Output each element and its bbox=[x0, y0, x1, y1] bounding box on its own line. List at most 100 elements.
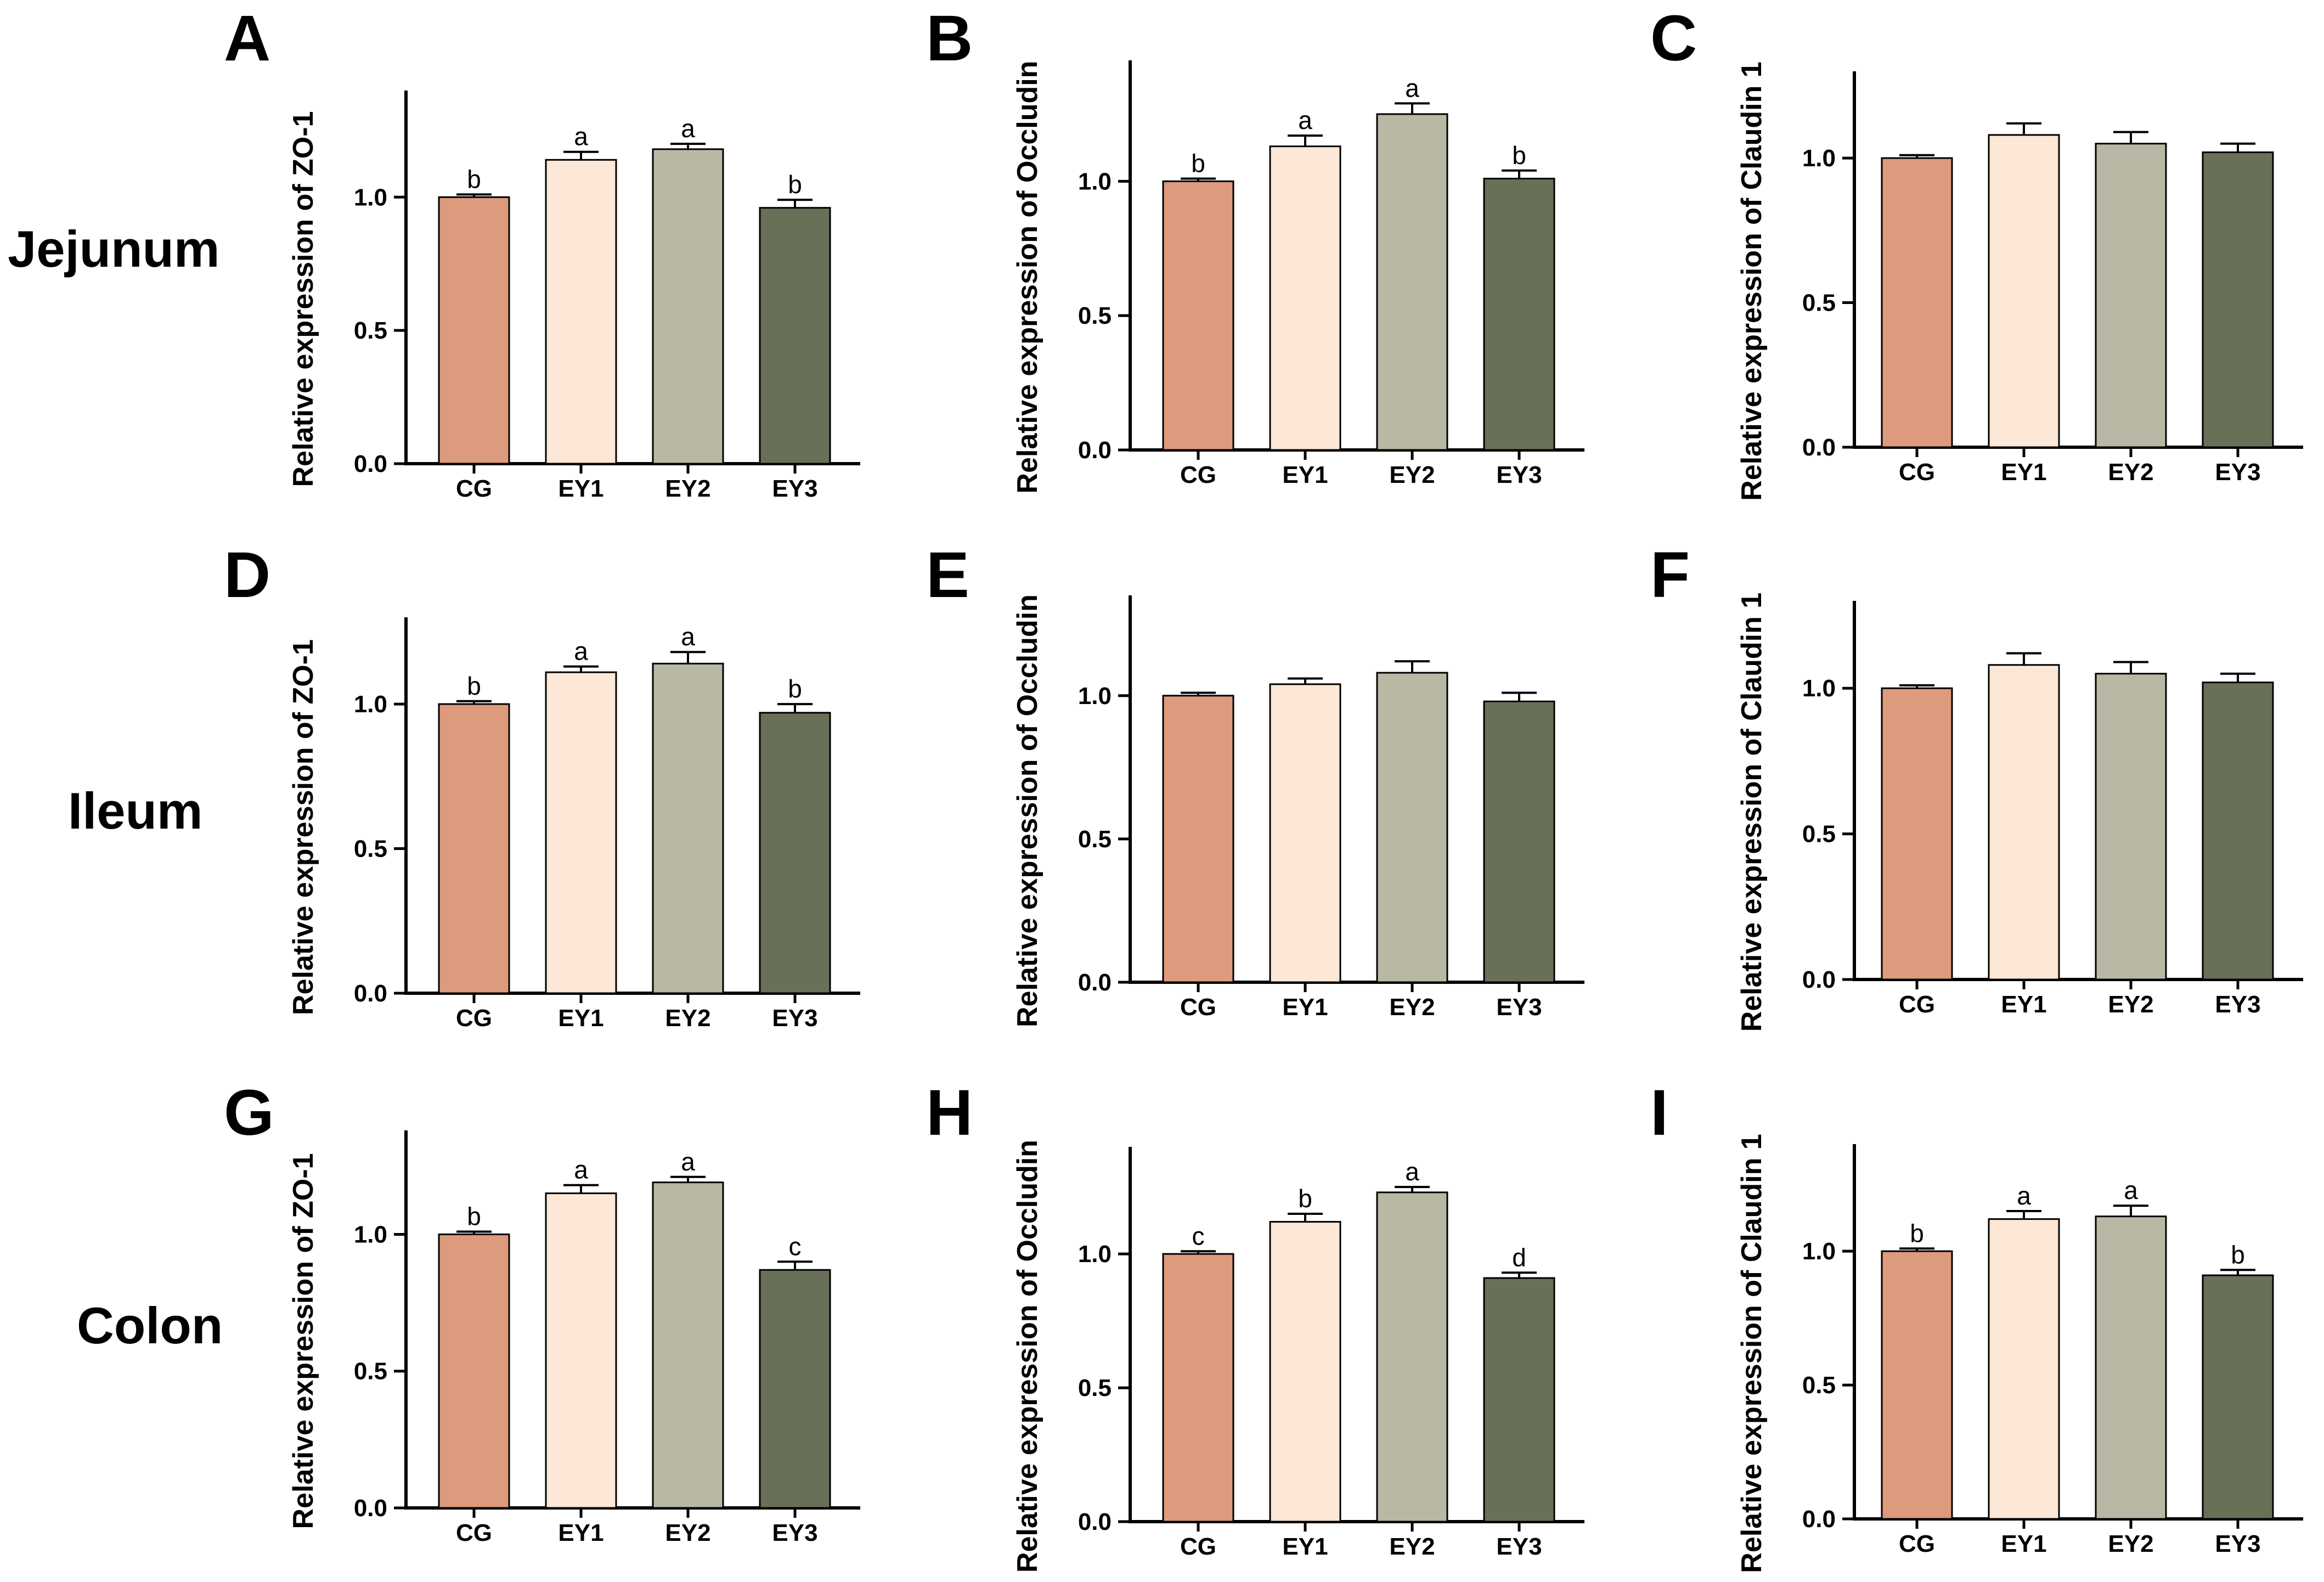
panel-letter-f: F bbox=[1650, 539, 1690, 611]
x-tick-label-f-ey2: EY2 bbox=[2108, 991, 2153, 1018]
y-tick-label-h: 1.0 bbox=[1078, 1241, 1112, 1268]
y-tick-label-c: 0.0 bbox=[1802, 434, 1836, 461]
bar-h-ey2 bbox=[1376, 1191, 1448, 1523]
x-tick-label-c-ey3: EY3 bbox=[2215, 459, 2260, 486]
x-tick-label-i-ey3: EY3 bbox=[2215, 1530, 2260, 1557]
y-tick-label-a: 1.0 bbox=[354, 184, 387, 211]
sig-letter-d-ey1: a bbox=[574, 637, 588, 666]
y-tick-label-c: 0.5 bbox=[1802, 290, 1836, 317]
x-tick-label-e-ey2: EY2 bbox=[1389, 994, 1435, 1021]
y-tick-label-b: 1.0 bbox=[1078, 168, 1112, 195]
sig-letter-a-cg: b bbox=[467, 165, 481, 193]
x-tick-label-e-ey1: EY1 bbox=[1282, 994, 1328, 1021]
x-tick-label-e-cg: CG bbox=[1180, 994, 1216, 1021]
bar-b-ey2 bbox=[1376, 113, 1448, 451]
x-tick-label-g-ey2: EY2 bbox=[665, 1519, 710, 1546]
y-tick-label-e: 0.0 bbox=[1078, 969, 1112, 996]
panel-letter-c: C bbox=[1650, 2, 1697, 75]
y-axis-label-i: Relative expression of Claudin 1 bbox=[1736, 1134, 1768, 1573]
sig-letter-d-cg: b bbox=[467, 672, 481, 700]
y-axis-label-b: Relative expression of Occludin bbox=[1012, 61, 1043, 494]
y-tick-label-e: 0.5 bbox=[1078, 826, 1112, 853]
x-tick-label-a-cg: CG bbox=[456, 475, 492, 502]
bar-h-ey1 bbox=[1269, 1221, 1341, 1523]
bar-d-ey2 bbox=[652, 662, 724, 994]
sig-letter-d-ey3: b bbox=[788, 674, 802, 703]
sig-letter-b-ey3: b bbox=[1512, 141, 1526, 170]
sig-letter-g-ey1: a bbox=[574, 1156, 588, 1184]
x-tick-label-b-ey2: EY2 bbox=[1389, 461, 1435, 488]
bar-d-ey3 bbox=[759, 712, 831, 994]
y-tick-label-a: 0.5 bbox=[354, 317, 387, 344]
x-tick-label-b-ey1: EY1 bbox=[1282, 461, 1328, 488]
y-tick-label-a: 0.0 bbox=[354, 451, 387, 477]
sig-letter-b-cg: b bbox=[1191, 149, 1205, 177]
y-tick-label-f: 0.0 bbox=[1802, 966, 1836, 993]
bar-d-cg bbox=[438, 703, 510, 994]
bar-c-ey1 bbox=[1988, 134, 2060, 448]
y-axis-label-d: Relative expression of ZO-1 bbox=[287, 639, 319, 1015]
x-tick-label-c-cg: CG bbox=[1899, 459, 1935, 486]
y-tick-label-d: 1.0 bbox=[354, 691, 387, 718]
sig-letter-i-cg: b bbox=[1910, 1219, 1924, 1247]
x-tick-label-h-ey3: EY3 bbox=[1496, 1533, 1542, 1560]
x-tick-label-a-ey2: EY2 bbox=[665, 475, 710, 502]
sig-letter-g-cg: b bbox=[467, 1202, 481, 1230]
bar-d-ey1 bbox=[545, 671, 617, 994]
y-axis-label-c: Relative expression of Claudin 1 bbox=[1736, 61, 1768, 500]
bar-g-cg bbox=[438, 1233, 510, 1509]
sig-letter-d-ey2: a bbox=[681, 622, 695, 651]
bar-a-ey1 bbox=[545, 159, 617, 465]
x-tick-label-a-ey1: EY1 bbox=[558, 475, 603, 502]
bar-b-ey3 bbox=[1483, 177, 1555, 451]
sig-letter-h-ey1: b bbox=[1298, 1184, 1312, 1213]
x-tick-label-f-cg: CG bbox=[1899, 991, 1935, 1018]
sig-letter-g-ey3: c bbox=[789, 1232, 802, 1260]
x-tick-label-i-ey1: EY1 bbox=[2001, 1530, 2046, 1557]
panel-letter-h: H bbox=[926, 1077, 973, 1149]
bar-h-cg bbox=[1162, 1253, 1234, 1523]
x-tick-label-d-ey1: EY1 bbox=[558, 1005, 603, 1032]
sig-letter-b-ey1: a bbox=[1298, 106, 1312, 134]
bar-a-cg bbox=[438, 196, 510, 465]
panel-letter-b: B bbox=[926, 2, 973, 75]
y-tick-label-h: 0.5 bbox=[1078, 1375, 1112, 1401]
bar-f-ey2 bbox=[2095, 673, 2167, 981]
row-label-jejunum: Jejunum bbox=[8, 220, 220, 278]
bar-h-ey3 bbox=[1483, 1277, 1555, 1523]
y-tick-label-i: 1.0 bbox=[1802, 1238, 1836, 1265]
bar-e-ey3 bbox=[1483, 700, 1555, 983]
sig-letter-a-ey2: a bbox=[681, 114, 695, 143]
bar-c-cg bbox=[1881, 157, 1953, 448]
bar-i-ey3 bbox=[2202, 1274, 2274, 1520]
y-tick-label-i: 0.0 bbox=[1802, 1506, 1836, 1533]
y-tick-label-b: 0.5 bbox=[1078, 302, 1112, 329]
y-axis-label-h: Relative expression of Occludin bbox=[1012, 1140, 1043, 1573]
y-tick-label-d: 0.5 bbox=[354, 836, 387, 863]
x-tick-label-i-ey2: EY2 bbox=[2108, 1530, 2153, 1557]
x-tick-label-b-ey3: EY3 bbox=[1496, 461, 1542, 488]
bar-g-ey1 bbox=[545, 1192, 617, 1509]
sig-letter-h-ey3: d bbox=[1512, 1243, 1526, 1271]
x-tick-label-g-ey3: EY3 bbox=[772, 1519, 817, 1546]
y-tick-label-b: 0.0 bbox=[1078, 437, 1112, 464]
sig-letter-h-cg: c bbox=[1192, 1221, 1205, 1250]
sig-letter-a-ey3: b bbox=[788, 170, 802, 199]
bar-i-cg bbox=[1881, 1250, 1953, 1520]
y-tick-label-i: 0.5 bbox=[1802, 1372, 1836, 1399]
y-axis-label-g: Relative expression of ZO-1 bbox=[287, 1153, 319, 1529]
bar-b-cg bbox=[1162, 180, 1234, 451]
x-tick-label-g-ey1: EY1 bbox=[558, 1519, 603, 1546]
sig-letter-g-ey2: a bbox=[681, 1147, 695, 1176]
y-tick-label-h: 0.0 bbox=[1078, 1508, 1112, 1535]
x-tick-label-d-cg: CG bbox=[456, 1005, 492, 1032]
x-tick-label-b-cg: CG bbox=[1180, 461, 1216, 488]
bar-b-ey1 bbox=[1269, 145, 1341, 451]
panel-letter-i: I bbox=[1650, 1077, 1668, 1149]
panel-letter-a: A bbox=[224, 2, 271, 75]
bar-e-ey2 bbox=[1376, 672, 1448, 983]
y-tick-label-g: 1.0 bbox=[354, 1221, 387, 1248]
bar-i-ey2 bbox=[2095, 1215, 2167, 1520]
bar-c-ey3 bbox=[2202, 151, 2274, 448]
